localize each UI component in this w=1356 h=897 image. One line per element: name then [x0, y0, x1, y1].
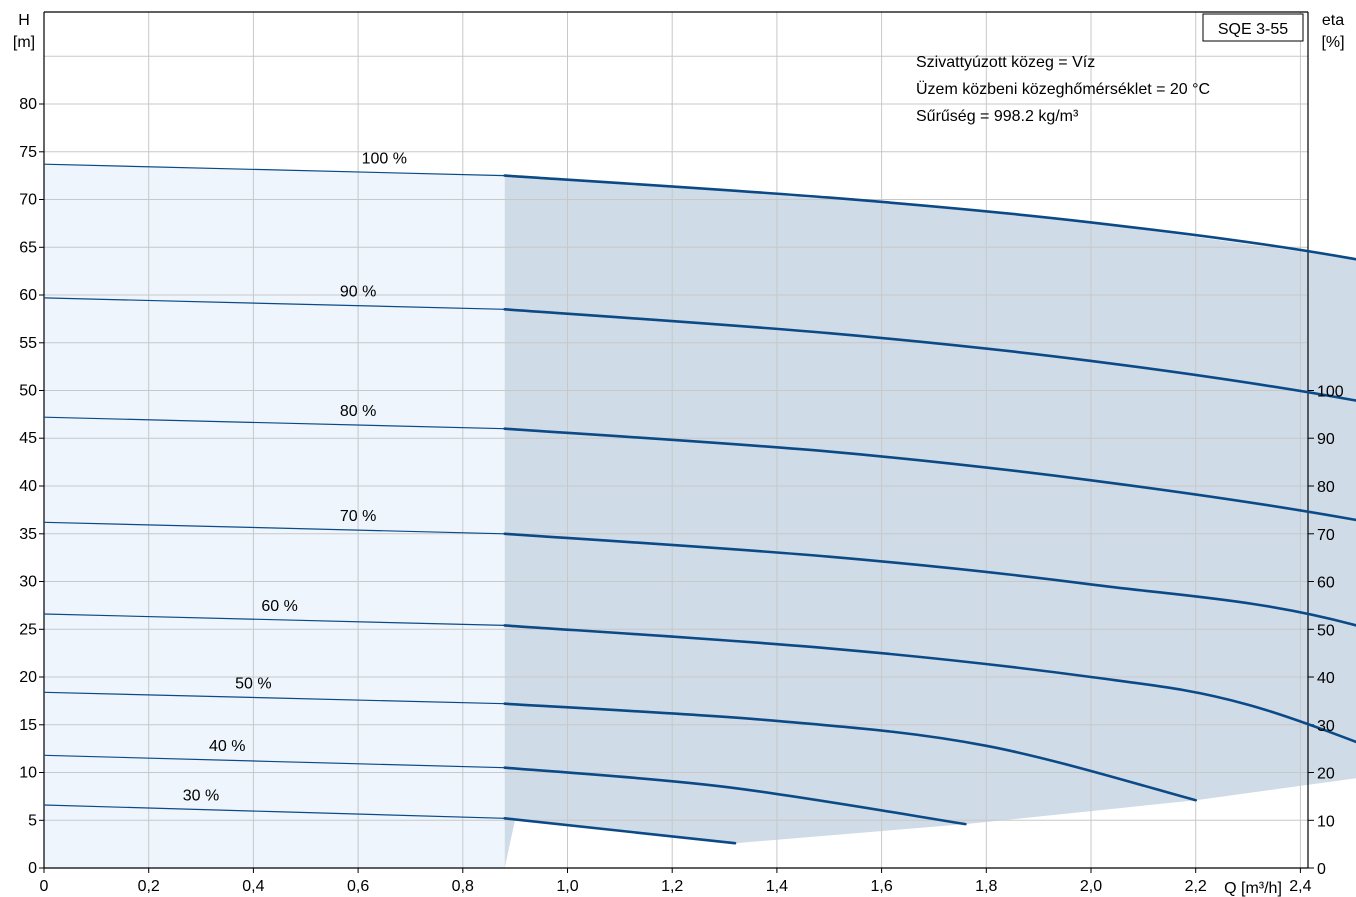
x-tick-label: 0,8	[452, 878, 474, 895]
series-line	[503, 308, 1356, 402]
x-tick-label: 1,2	[661, 878, 683, 895]
y-left-tick-label: 10	[19, 765, 37, 782]
y-left-tick-label: 40	[19, 478, 37, 495]
x-tick-label: 0,4	[242, 878, 264, 895]
annotations: H [m] eta [%] Q [m³/h] SQE 3-55 Szivatty…	[13, 12, 1345, 897]
x-tick-label: 0	[40, 878, 49, 895]
y-left-tick-label: 50	[19, 383, 37, 400]
series-label: 100 %	[362, 151, 407, 168]
x-tick-label: 2,2	[1185, 878, 1207, 895]
y-right-tick-label: 90	[1317, 431, 1335, 448]
series-group: 100 % 90 % 80 % 70 % 60 % 50 % 40 % 30 %	[43, 151, 1356, 845]
info-line-temperature: Üzem közbeni közeghőmérséklet = 20 °C	[916, 80, 1210, 98]
operating-area-fill	[504, 175, 1356, 868]
series-line-extended	[43, 521, 505, 535]
info-line-medium: Szivattyúzott közeg = Víz	[916, 54, 1095, 71]
extended-range-area	[44, 164, 505, 869]
series-line-extended	[43, 163, 505, 177]
series-label: 60 %	[261, 598, 297, 615]
info-line-density: Sűrűség = 998.2 kg/m³	[916, 108, 1079, 125]
series-line	[503, 702, 1197, 802]
x-tick-label: 0,2	[138, 878, 160, 895]
y-right-tick-label: 60	[1317, 575, 1335, 592]
series-line	[503, 766, 967, 826]
y-left-tick-label: 5	[28, 812, 37, 829]
x-tick-label: 2,0	[1080, 878, 1102, 895]
x-tick-label: 2,4	[1289, 878, 1311, 895]
y-left-tick-label: 0	[28, 860, 37, 877]
y-right-tick-label: 50	[1317, 622, 1335, 639]
y-right-tick-label: 70	[1317, 527, 1335, 544]
y-left-tick-label: 60	[19, 287, 37, 304]
series-label: 90 %	[340, 284, 376, 301]
y-right-tick-label: 30	[1317, 718, 1335, 735]
title-box	[1202, 13, 1304, 42]
y-right-tick-label: 40	[1317, 670, 1335, 687]
series-label: 30 %	[183, 788, 219, 805]
series-line-extended	[43, 613, 505, 626]
series-line-extended	[43, 804, 505, 819]
y-left-tick-label: 20	[19, 669, 37, 686]
series-line	[503, 624, 1356, 744]
x-tick-label: 1,4	[766, 878, 788, 895]
y-left-tick-label: 65	[19, 239, 37, 256]
operating-area	[44, 164, 1356, 869]
series-line-extended	[43, 297, 505, 310]
y-right-tick-label: 20	[1317, 766, 1335, 783]
y-right-tick-label: 100	[1317, 384, 1344, 401]
y-right-tick-label: 10	[1317, 813, 1335, 830]
y-left-tick-label: 35	[19, 526, 37, 543]
series-line	[503, 427, 1356, 522]
y-axis-left-unit: [m]	[13, 34, 35, 51]
series-line-extended	[43, 754, 505, 769]
x-tick-label: 1,6	[870, 878, 892, 895]
x-axis-label: Q [m³/h]	[1224, 880, 1282, 897]
y-left-tick-label: 70	[19, 192, 37, 209]
series-label: 40 %	[209, 738, 245, 755]
y-axis-right-unit: [%]	[1321, 34, 1344, 51]
series-line	[503, 174, 1356, 261]
axes	[39, 11, 1314, 873]
y-left-tick-label: 80	[19, 96, 37, 113]
chart-title: SQE 3-55	[1218, 21, 1288, 38]
y-left-tick-label: 75	[19, 144, 37, 161]
series-line-extended	[43, 691, 505, 705]
x-tick-label: 1,0	[556, 878, 578, 895]
series-line	[503, 817, 737, 845]
y-left-tick-label: 30	[19, 574, 37, 591]
y-left-tick-label: 25	[19, 621, 37, 638]
x-tick-label: 1,8	[975, 878, 997, 895]
y-left-tick-label: 55	[19, 335, 37, 352]
y-left-tick-label: 15	[19, 717, 37, 734]
series-label: 70 %	[340, 508, 376, 525]
y-axis-left-label: H	[18, 12, 30, 29]
series-label: 50 %	[235, 676, 271, 693]
series-line-extended	[43, 416, 505, 430]
tick-labels: 00,20,40,60,81,01,21,41,61,82,02,22,42,6…	[19, 96, 1344, 895]
series-line	[503, 532, 1356, 627]
x-tick-label: 0,6	[347, 878, 369, 895]
y-left-tick-label: 45	[19, 430, 37, 447]
series-label: 80 %	[340, 403, 376, 420]
y-axis-right-label: eta	[1322, 12, 1344, 29]
y-right-tick-label: 0	[1317, 861, 1326, 878]
y-right-tick-label: 80	[1317, 479, 1335, 496]
